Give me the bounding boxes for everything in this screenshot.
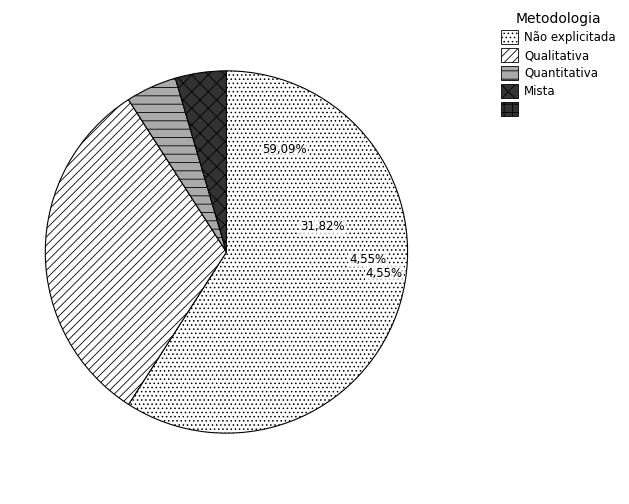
Text: 4,55%: 4,55% [349,254,386,266]
Legend: Não explicitada, Qualitativa, Quantitativa, Mista, : Não explicitada, Qualitativa, Quantitati… [498,9,619,119]
Text: 59,09%: 59,09% [262,143,307,156]
Text: 31,82%: 31,82% [301,220,345,233]
Wedge shape [128,78,226,252]
Wedge shape [45,100,226,404]
Wedge shape [128,71,408,433]
Wedge shape [175,71,226,252]
Text: 4,55%: 4,55% [366,267,403,280]
